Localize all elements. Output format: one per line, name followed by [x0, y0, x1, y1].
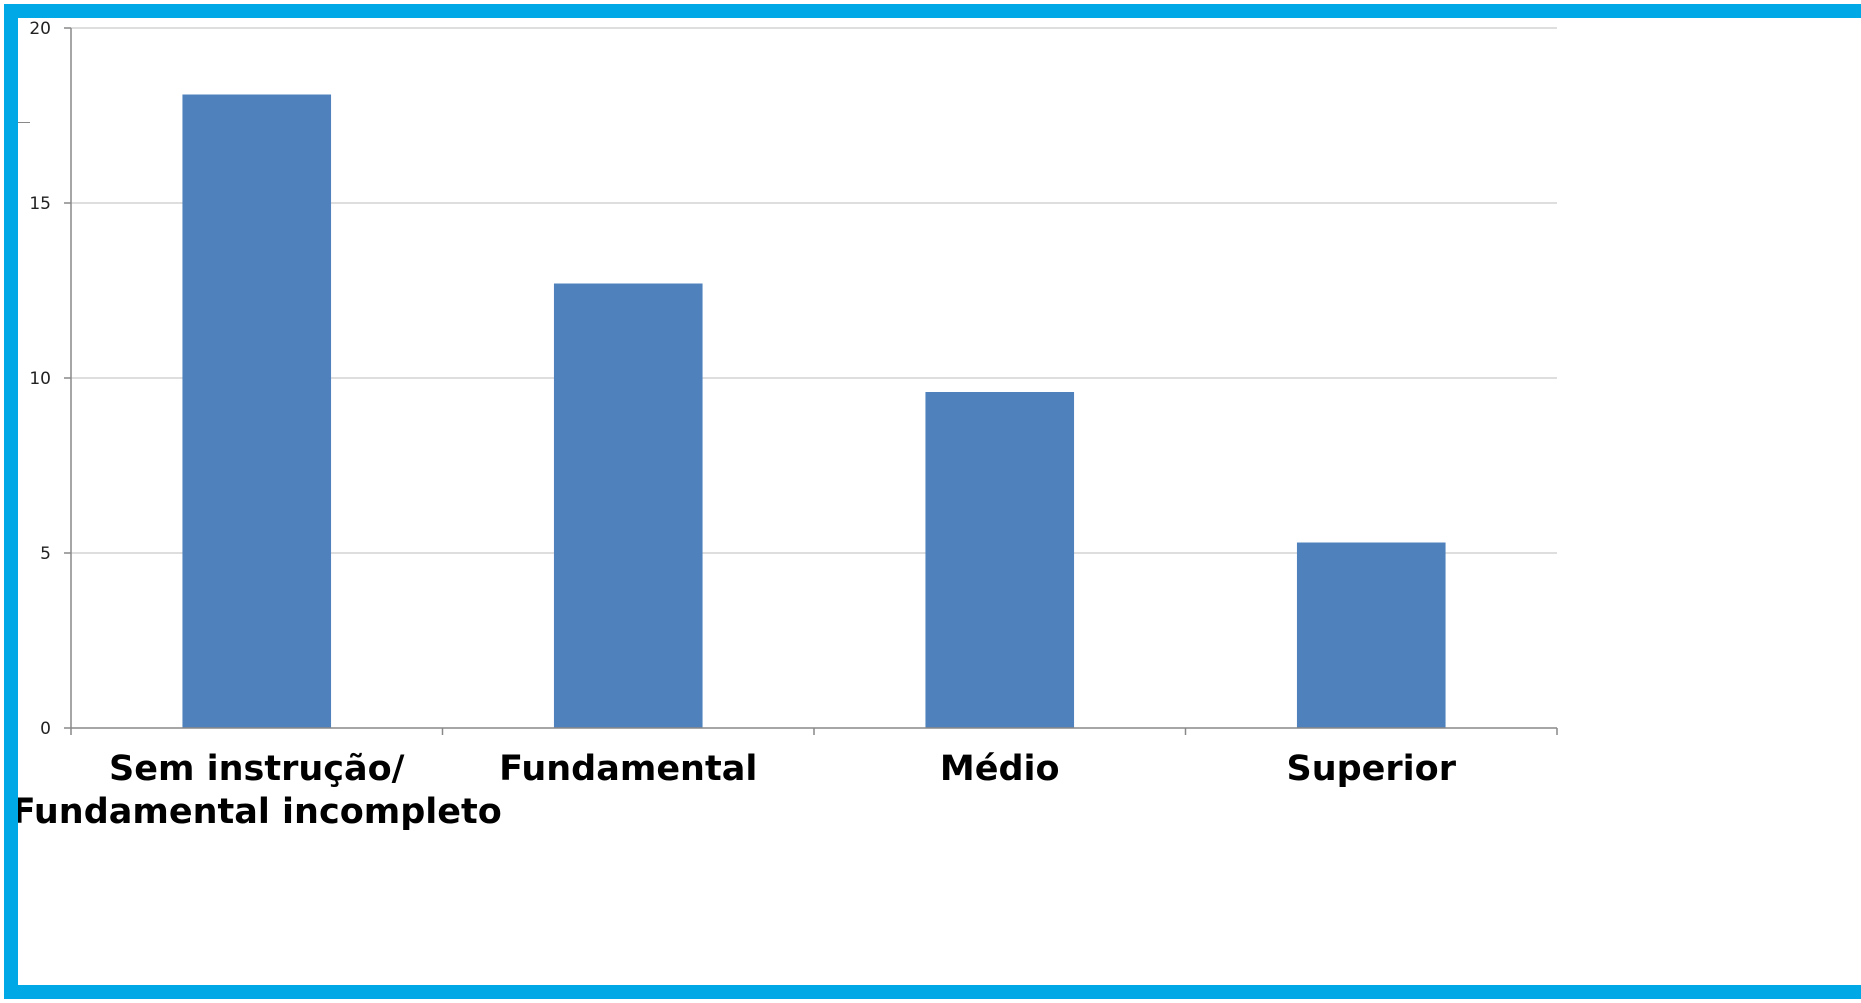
y-tick-label-10: 10: [29, 369, 51, 389]
x-tick-label-3-line-0: Superior: [1287, 749, 1457, 789]
x-tick-label-0-line-1: Fundamental incompleto: [18, 792, 502, 832]
x-tick-label-2: Médio: [940, 749, 1060, 789]
tick-labels: 0 5 10 15 20 Sem instrução/Fundamental incomp…: [18, 19, 1457, 832]
x-tick-label-3: Superior: [1287, 749, 1457, 789]
x-tick-label-1-line-0: Fundamental: [499, 749, 757, 789]
y-tick-label-0: 0: [40, 719, 51, 739]
x-tick-label-0: Sem instrução/Fundamental incompleto: [18, 749, 502, 832]
y-tick-label-15: 15: [29, 194, 51, 214]
bar-3: [1296, 542, 1446, 728]
x-tick-label-2-line-0: Médio: [940, 749, 1060, 789]
x-tick-label-0-line-0: Sem instrução/: [109, 749, 405, 789]
axes: [64, 27, 1558, 735]
bar-2: [925, 392, 1075, 728]
x-tick-label-1: Fundamental: [499, 749, 757, 789]
chart-frame: 0 5 10 15 20 Sem instrução/Fundamental incomp…: [4, 4, 1861, 999]
y-tick-label-20: 20: [29, 19, 51, 39]
bar-1: [553, 283, 703, 728]
y-tick-label-5: 5: [40, 544, 51, 564]
bar-0: [182, 94, 332, 728]
bar-chart: 0 5 10 15 20 Sem instrução/Fundamental incomp…: [18, 19, 1558, 832]
frame-corner-stub: [18, 122, 30, 123]
bars: [182, 94, 1446, 728]
